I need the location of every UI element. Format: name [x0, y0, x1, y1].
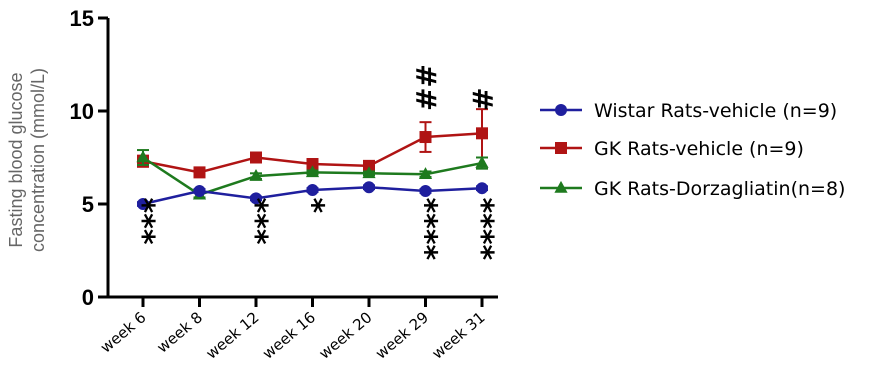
x-tick-label: week 6 — [97, 308, 150, 356]
data-point — [555, 142, 567, 154]
data-point — [362, 166, 376, 179]
y-tick-label: 15 — [70, 6, 94, 31]
data-point — [193, 184, 206, 197]
data-point — [250, 192, 262, 205]
data-point — [555, 104, 567, 116]
y-tick-label: 10 — [70, 99, 94, 124]
data-point — [250, 151, 262, 164]
y-axis-label: Fasting blood glucose concentration (mmol… — [6, 68, 48, 252]
series-layer — [136, 108, 489, 210]
x-tick-label: week 8 — [153, 308, 206, 356]
data-point — [476, 127, 488, 140]
y-tick-label: 0 — [82, 285, 94, 310]
significance-hash: # — [466, 88, 499, 111]
data-point — [363, 181, 375, 194]
data-point — [418, 167, 433, 180]
x-tick-label: week 31 — [429, 308, 489, 362]
x-tick-label: week 12 — [203, 308, 263, 362]
significance-stars: **** — [464, 197, 499, 260]
data-point — [193, 166, 206, 179]
x-tick-label: week 16 — [259, 308, 319, 362]
y-tick-label: 5 — [82, 192, 94, 217]
legend-item-2: GK Rats-vehicle (n=9) — [540, 138, 804, 160]
data-point — [306, 184, 319, 197]
axes — [106, 18, 498, 299]
y-axis-label-line: Fasting blood glucose — [6, 72, 26, 247]
data-point — [476, 182, 488, 195]
legend-label: GK Rats-Dorzagliatin(n=8) — [594, 178, 845, 200]
legend: Wistar Rats-vehicle (n=9) GK Rats-vehicle… — [540, 100, 845, 200]
legend-item-3: GK Rats-Dorzagliatin(n=8) — [540, 178, 845, 200]
data-point — [554, 180, 568, 193]
legend-label: Wistar Rats-vehicle (n=9) — [594, 100, 837, 122]
significance-stars: * — [295, 197, 330, 213]
significance-hash: ## — [410, 64, 443, 111]
data-point — [249, 169, 263, 181]
data-point — [419, 131, 432, 144]
significance-stars: *** — [125, 197, 160, 244]
data-point — [475, 156, 489, 168]
y-ticks: 0 5 10 15 — [70, 6, 108, 310]
data-point — [419, 184, 432, 197]
series-1 — [137, 181, 488, 210]
x-tick-label: week 29 — [372, 308, 432, 362]
annotations: *** *** * **** ****## # — [125, 64, 499, 260]
data-point — [306, 158, 319, 171]
data-point — [137, 198, 149, 210]
data-point — [363, 159, 375, 172]
y-axis-label-line: concentration (mmol/L) — [28, 68, 48, 252]
significance-stars: **** — [408, 197, 443, 260]
significance-stars: *** — [238, 197, 273, 244]
x-tick-label: week 20 — [316, 308, 376, 362]
legend-item-1: Wistar Rats-vehicle (n=9) — [540, 100, 837, 122]
data-point — [305, 165, 320, 178]
data-point — [136, 150, 150, 163]
legend-label: GK Rats-vehicle (n=9) — [594, 138, 804, 160]
